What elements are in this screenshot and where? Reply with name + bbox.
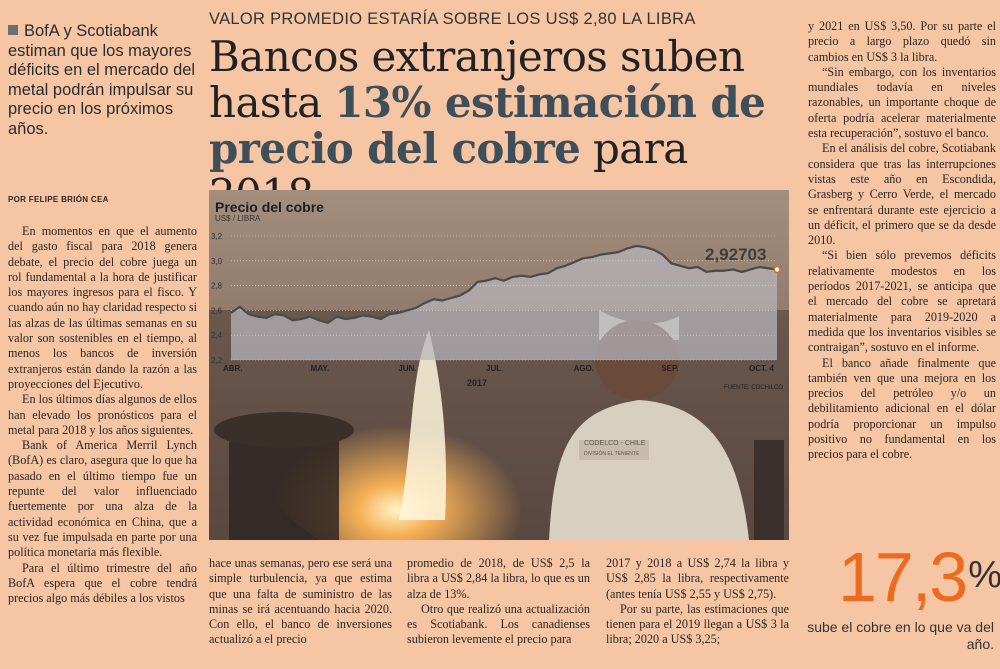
article-column-1: En momentos en que el aumento del gasto … <box>8 224 197 669</box>
article-column-4: 2017 y 2018 a US$ 2,74 la libra y US$ 2,… <box>606 556 789 669</box>
x-tick-label: OCT. 4 <box>749 364 774 373</box>
chart-subtitle: US$ / LIBRA <box>215 214 261 223</box>
chart-year-label: 2017 <box>467 378 487 388</box>
paragraph: 2017 y 2018 a US$ 2,74 la libra y US$ 2,… <box>606 556 789 601</box>
paragraph: Bank of America Merril Lynch (BofA) es c… <box>8 438 197 560</box>
paragraph: promedio de 2018, de US$ 2,5 la libra a … <box>407 556 590 601</box>
lede-text: BofA y Scotiabank estiman que los mayore… <box>8 22 196 138</box>
chart-title: Precio del cobre <box>215 199 324 215</box>
article-column-3: promedio de 2018, de US$ 2,5 la libra a … <box>407 556 590 669</box>
byline: POR FELIPE BRIÓN CEA <box>8 195 109 204</box>
photo-copper-smelter: CODELCO - CHILE DIVISIÓN EL TENIENTE 3,2… <box>209 190 789 540</box>
x-tick-label: MAY. <box>311 364 329 373</box>
last-value-marker <box>773 265 781 273</box>
article-column-right: y 2021 en US$ 3,50. Por su parte el prec… <box>808 0 996 520</box>
price-area <box>231 245 777 360</box>
paragraph: En el análisis del cobre, Scotiabank con… <box>808 141 996 248</box>
stat-percent: % <box>968 554 1000 596</box>
y-tick-label: 3,2 <box>211 232 223 241</box>
last-value-label: 2,92703 <box>705 245 766 264</box>
headline-highlight: 13% estimación de precio del cobre <box>209 78 766 173</box>
kicker: VALOR PROMEDIO ESTARÍA SOBRE LOS US$ 2,8… <box>209 10 696 28</box>
badge-text: CODELCO - CHILE <box>584 440 646 447</box>
badge-subtext: DIVISIÓN EL TENIENTE <box>584 450 640 457</box>
paragraph: Por su parte, las estimaciones que tiene… <box>606 601 789 647</box>
paragraph: “Si bien sólo prevemos déficits relativa… <box>808 248 996 355</box>
square-bullet-icon <box>8 25 18 35</box>
chart-source: FUENTE: COCHILCO <box>724 385 783 391</box>
stat-value: 17,3 <box>838 538 968 616</box>
paragraph: El banco añade finalmente que también ve… <box>808 355 996 462</box>
paragraph: En momentos en que el aumento del gasto … <box>8 224 197 391</box>
y-tick-label: 2,8 <box>211 282 223 291</box>
x-tick-label: JUL. <box>486 364 503 373</box>
x-tick-label: JUN. <box>398 364 416 373</box>
stat-caption: sube el cobre en lo que va del año. <box>807 619 994 652</box>
x-tick-label: SEP. <box>661 364 678 373</box>
x-tick-label: AGO. <box>574 364 594 373</box>
article-column-2: hace unas semanas, pero ese será una sim… <box>209 556 392 669</box>
stat-callout: 17,3% <box>838 540 1000 612</box>
y-tick-label: 2,2 <box>211 356 223 365</box>
y-tick-label: 2,4 <box>211 331 223 340</box>
price-line <box>230 244 778 324</box>
y-tick-label: 2,6 <box>211 306 223 315</box>
paragraph: Para el último trimestre del año BofA es… <box>8 560 197 606</box>
lede-summary: BofA y Scotiabank estiman que los mayore… <box>8 22 196 139</box>
paragraph: En los últimos días algunos de ellos han… <box>8 392 197 437</box>
y-tick-label: 3,0 <box>211 257 223 266</box>
x-tick-label: ABR. <box>223 364 243 373</box>
paragraph: Otro que realizó una actualización es Sc… <box>407 601 590 647</box>
paragraph: “Sin embargo, con los inventarios mundia… <box>808 64 996 141</box>
paragraph: hace unas semanas, pero ese será una sim… <box>209 556 392 647</box>
paragraph: y 2021 en US$ 3,50. Por su parte el prec… <box>808 19 996 64</box>
headline-part: Bancos extranjeros suben hasta <box>209 32 745 127</box>
